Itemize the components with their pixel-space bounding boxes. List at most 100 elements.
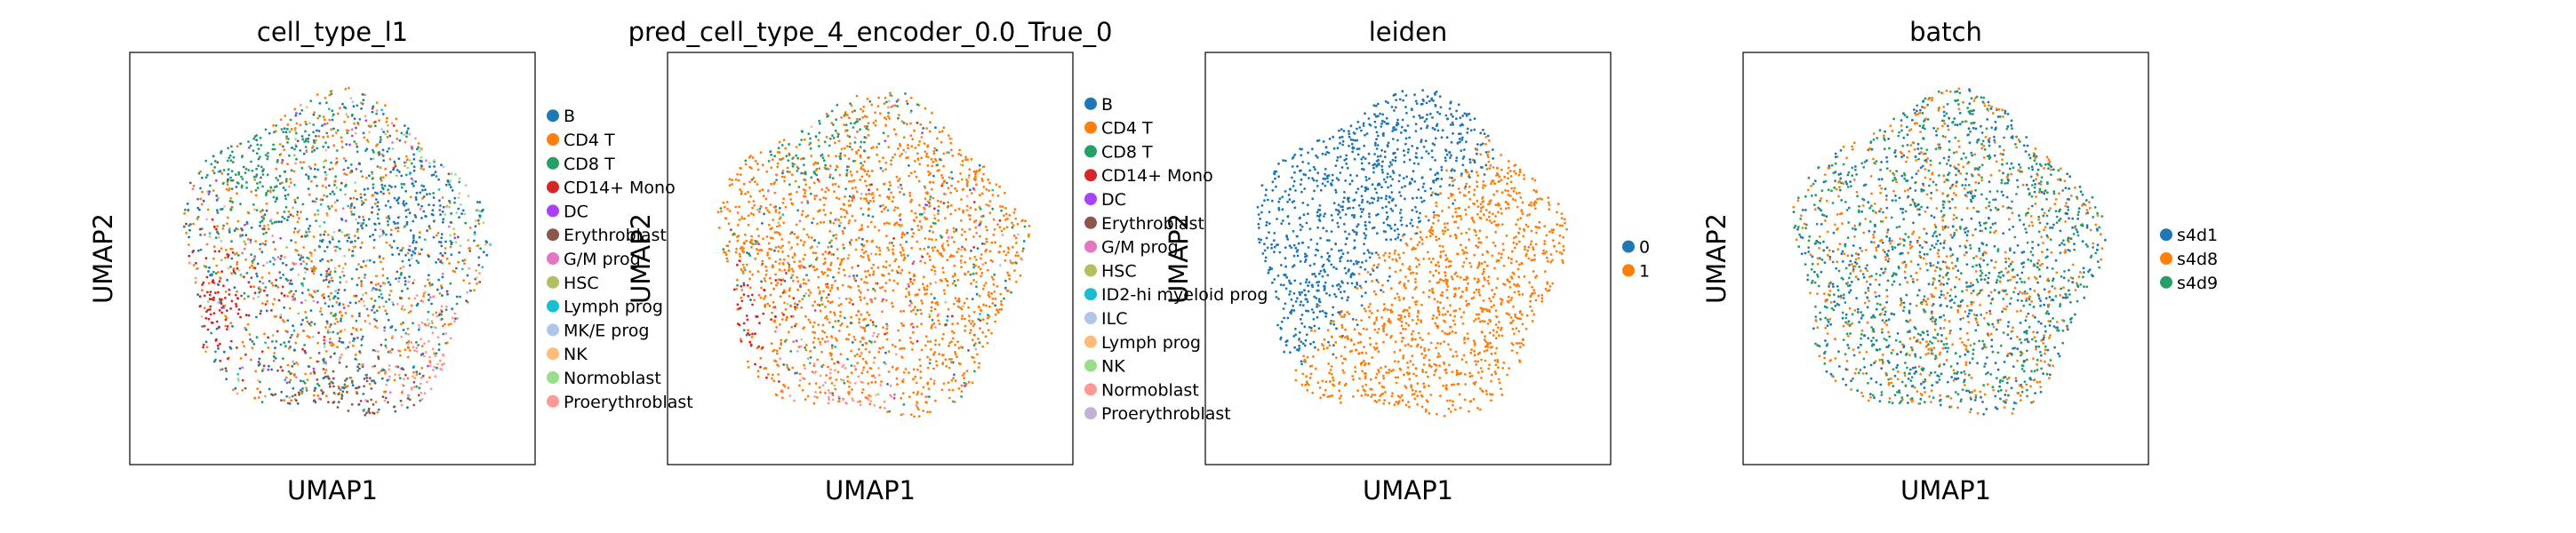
data-point [205,310,208,314]
data-point [1505,235,1508,237]
data-point [788,241,790,244]
data-point [281,319,284,322]
data-point [783,179,786,183]
data-point [201,190,204,194]
data-point [350,277,354,281]
data-point [384,204,388,207]
data-point [929,259,932,261]
data-point [853,219,857,222]
data-point [867,269,869,273]
data-point [423,290,427,294]
data-point [986,268,989,272]
data-point [933,307,937,311]
data-point [851,110,854,114]
data-point [885,338,889,341]
data-point [895,175,899,179]
data-point [267,336,269,339]
data-point [848,297,852,300]
data-point [780,279,783,282]
data-point [814,370,818,373]
data-point [375,109,379,112]
data-point [395,227,398,229]
data-point [885,100,888,104]
data-point [727,249,731,252]
data-point [751,273,754,276]
data-point [877,229,881,232]
data-point [405,220,409,224]
data-point [290,181,292,185]
data-point [220,239,223,243]
data-point [361,92,364,96]
data-point [760,263,764,266]
data-point [843,208,845,211]
data-point [843,115,846,118]
data-point [396,270,399,274]
data-point [183,211,187,215]
data-point [717,227,721,229]
data-point [280,390,284,394]
data-point [305,173,308,177]
data-point [980,242,984,245]
data-point [1266,246,1269,250]
data-point [933,343,937,346]
data-point [746,251,748,254]
data-point [1460,136,1464,139]
data-point [438,359,442,362]
data-point [324,302,327,305]
data-point [275,176,278,179]
data-point [1010,290,1012,294]
data-point [1003,297,1005,300]
data-point [360,284,364,288]
data-point [924,344,927,347]
data-point [212,225,216,228]
data-point [1410,384,1412,387]
data-point [1428,411,1431,415]
data-point [845,171,849,175]
data-point [272,123,275,127]
data-point [918,247,922,251]
data-point [339,310,342,314]
data-point [248,266,252,269]
data-point [893,259,897,263]
data-point [757,243,761,245]
data-point [385,241,388,244]
data-point [253,396,257,400]
data-point [289,130,292,132]
data-point [418,231,421,235]
data-point [364,149,367,153]
data-point [451,316,454,320]
data-point [232,155,236,159]
data-point [967,174,971,177]
data-point [420,155,423,159]
data-point [316,341,319,345]
data-point [219,170,222,173]
data-point [924,203,927,206]
umap-panel-1: pred_cell_type_4_encoder_0.0_True_0UMAP1… [626,17,1268,505]
data-point [214,236,218,239]
data-point [256,387,260,390]
data-point [749,298,752,301]
data-point [316,213,320,216]
data-point [829,263,833,266]
data-point [860,175,864,179]
data-point [362,99,365,101]
data-point [1491,254,1494,258]
data-point [799,239,803,242]
data-point [244,223,246,227]
data-point [896,147,900,150]
data-point [737,235,740,237]
data-point [1356,174,1358,178]
data-point [849,243,852,246]
data-point [438,199,441,203]
data-point [900,246,904,250]
data-point [327,146,330,149]
data-point [229,339,233,343]
data-point [260,165,263,169]
data-point [811,370,814,374]
data-point [1292,309,1296,312]
data-point [1373,394,1377,396]
data-point [1428,289,1431,292]
data-point [884,168,887,171]
data-point [297,253,300,257]
data-point [974,347,978,351]
